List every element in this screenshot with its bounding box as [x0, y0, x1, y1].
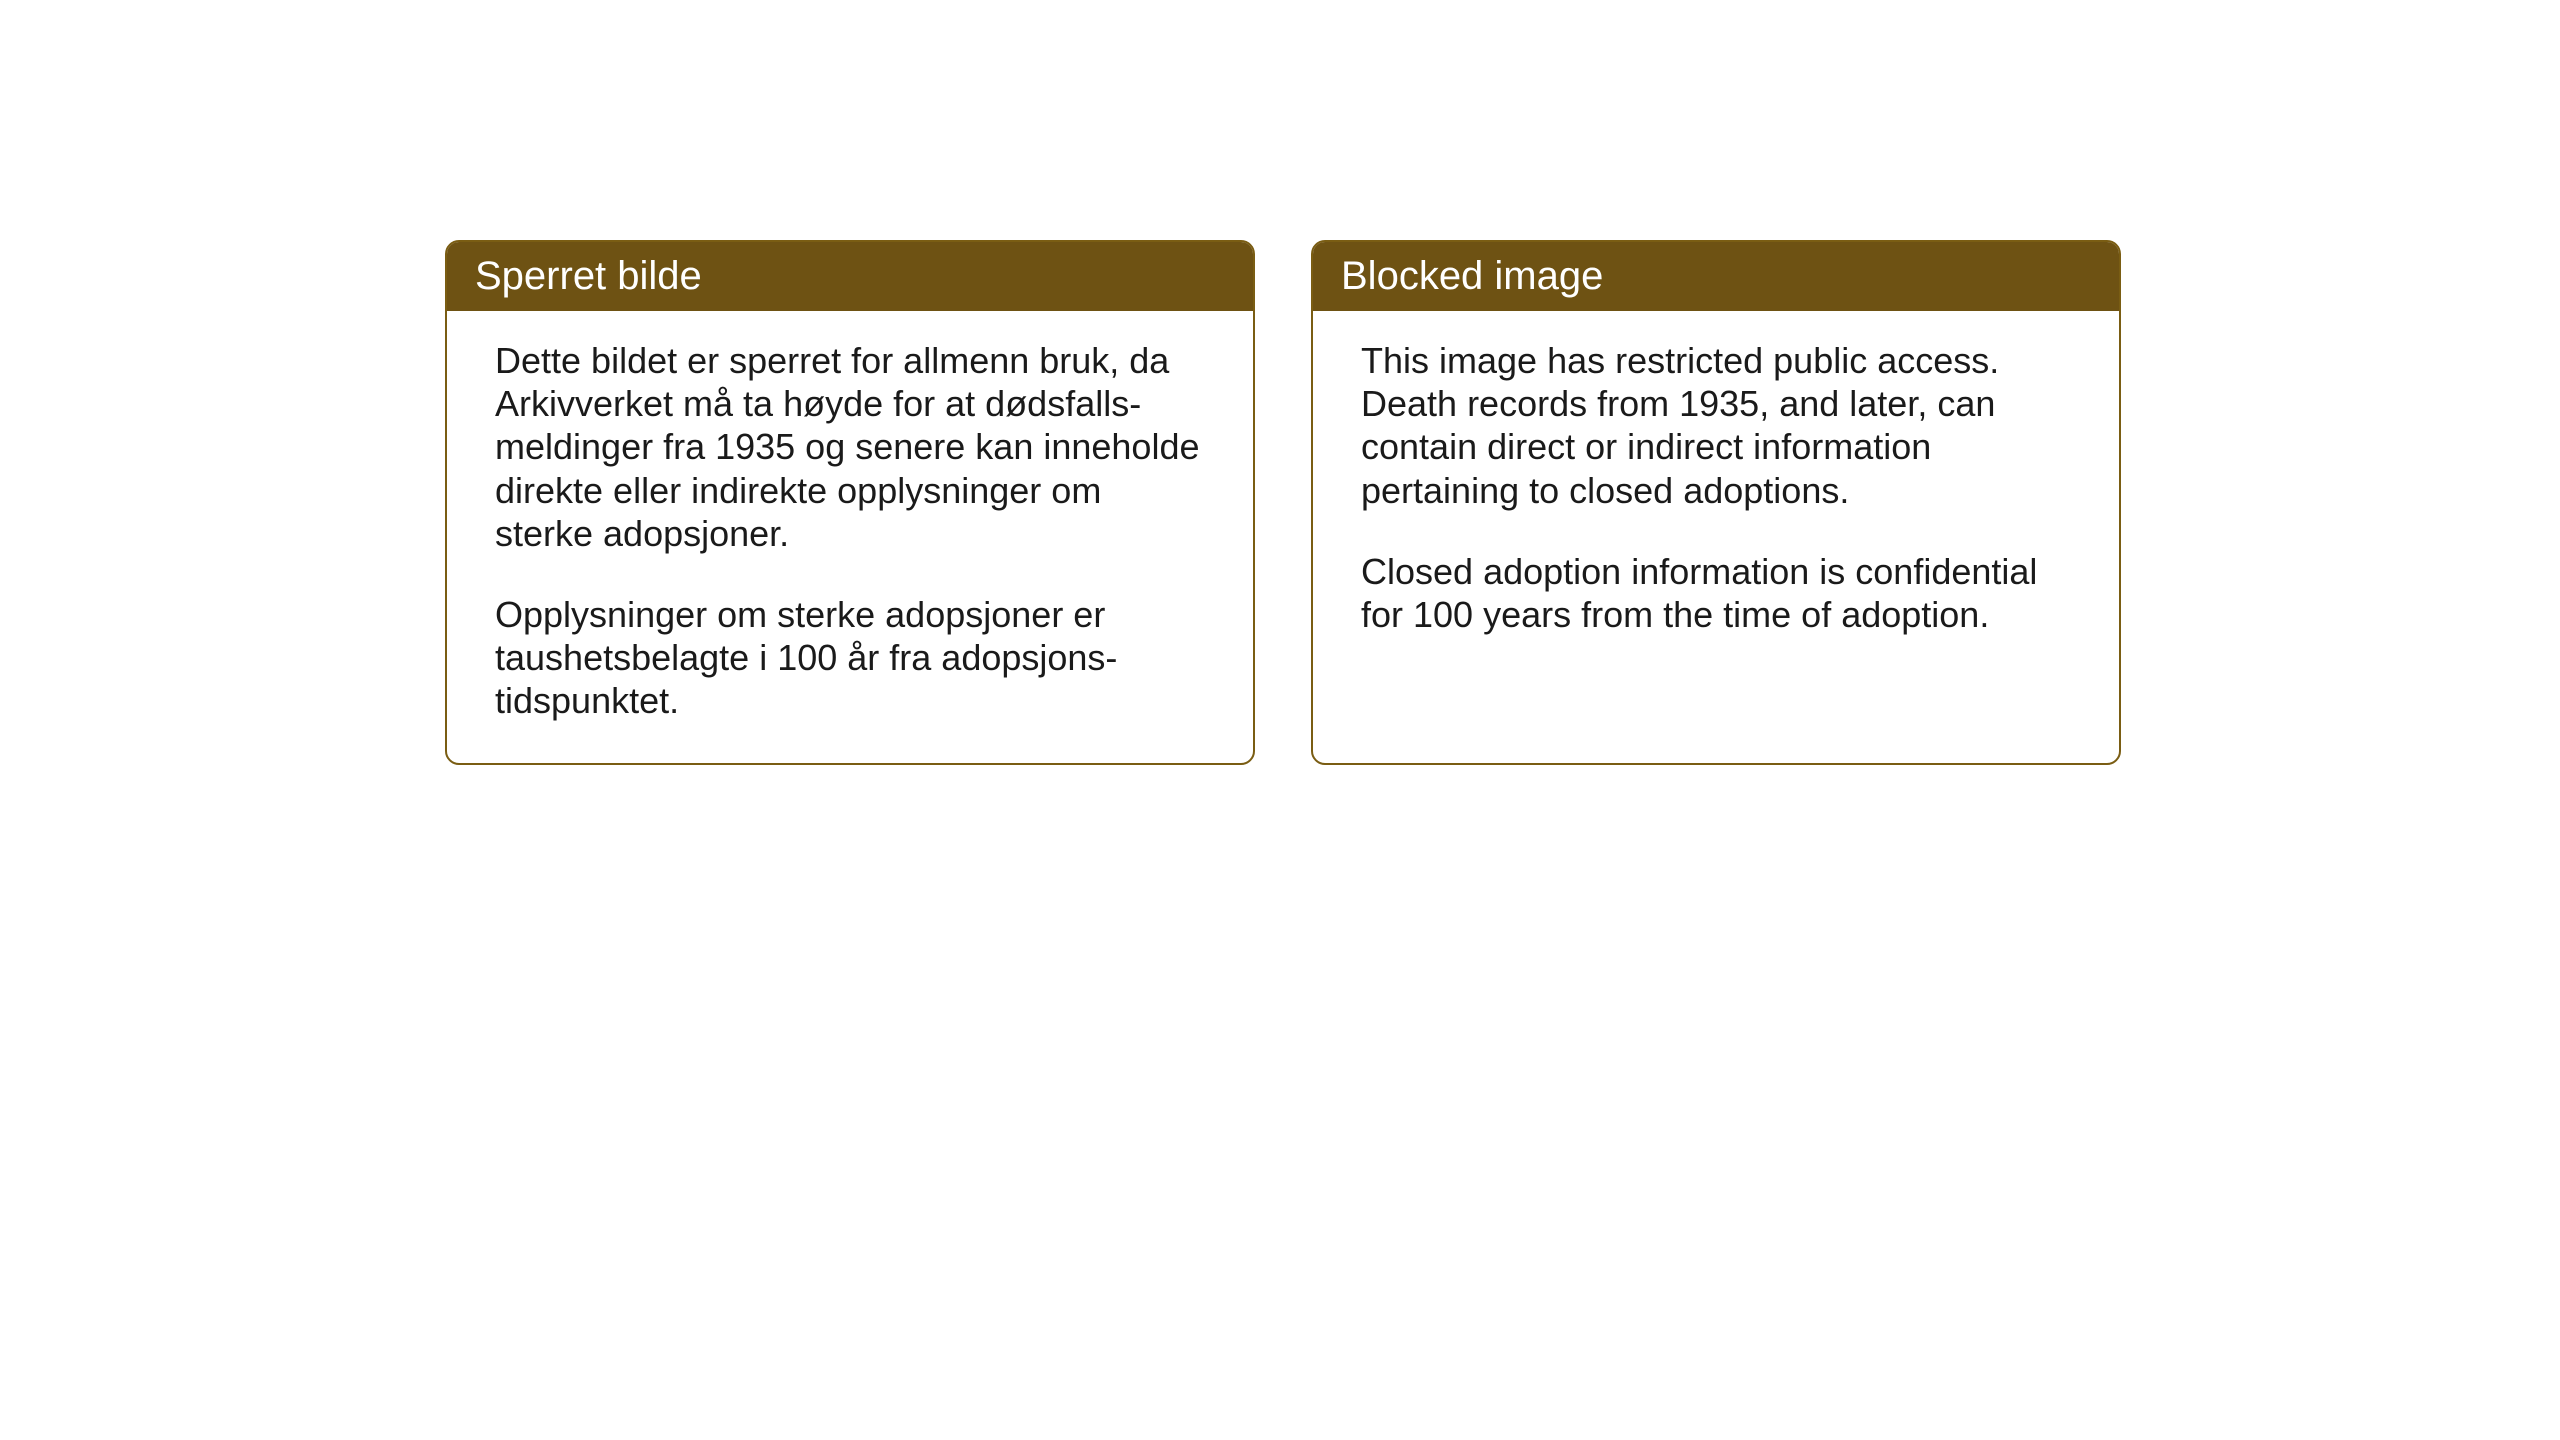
norwegian-paragraph-1: Dette bildet er sperret for allmenn bruk… — [495, 339, 1205, 555]
english-paragraph-2: Closed adoption information is confident… — [1361, 550, 2071, 636]
notice-cards-container: Sperret bilde Dette bildet er sperret fo… — [445, 240, 2121, 765]
norwegian-notice-card: Sperret bilde Dette bildet er sperret fo… — [445, 240, 1255, 765]
norwegian-paragraph-2: Opplysninger om sterke adopsjoner er tau… — [495, 593, 1205, 723]
english-card-body: This image has restricted public access.… — [1313, 311, 2119, 676]
english-card-title: Blocked image — [1313, 242, 2119, 311]
norwegian-card-title: Sperret bilde — [447, 242, 1253, 311]
english-paragraph-1: This image has restricted public access.… — [1361, 339, 2071, 512]
english-notice-card: Blocked image This image has restricted … — [1311, 240, 2121, 765]
norwegian-card-body: Dette bildet er sperret for allmenn bruk… — [447, 311, 1253, 763]
